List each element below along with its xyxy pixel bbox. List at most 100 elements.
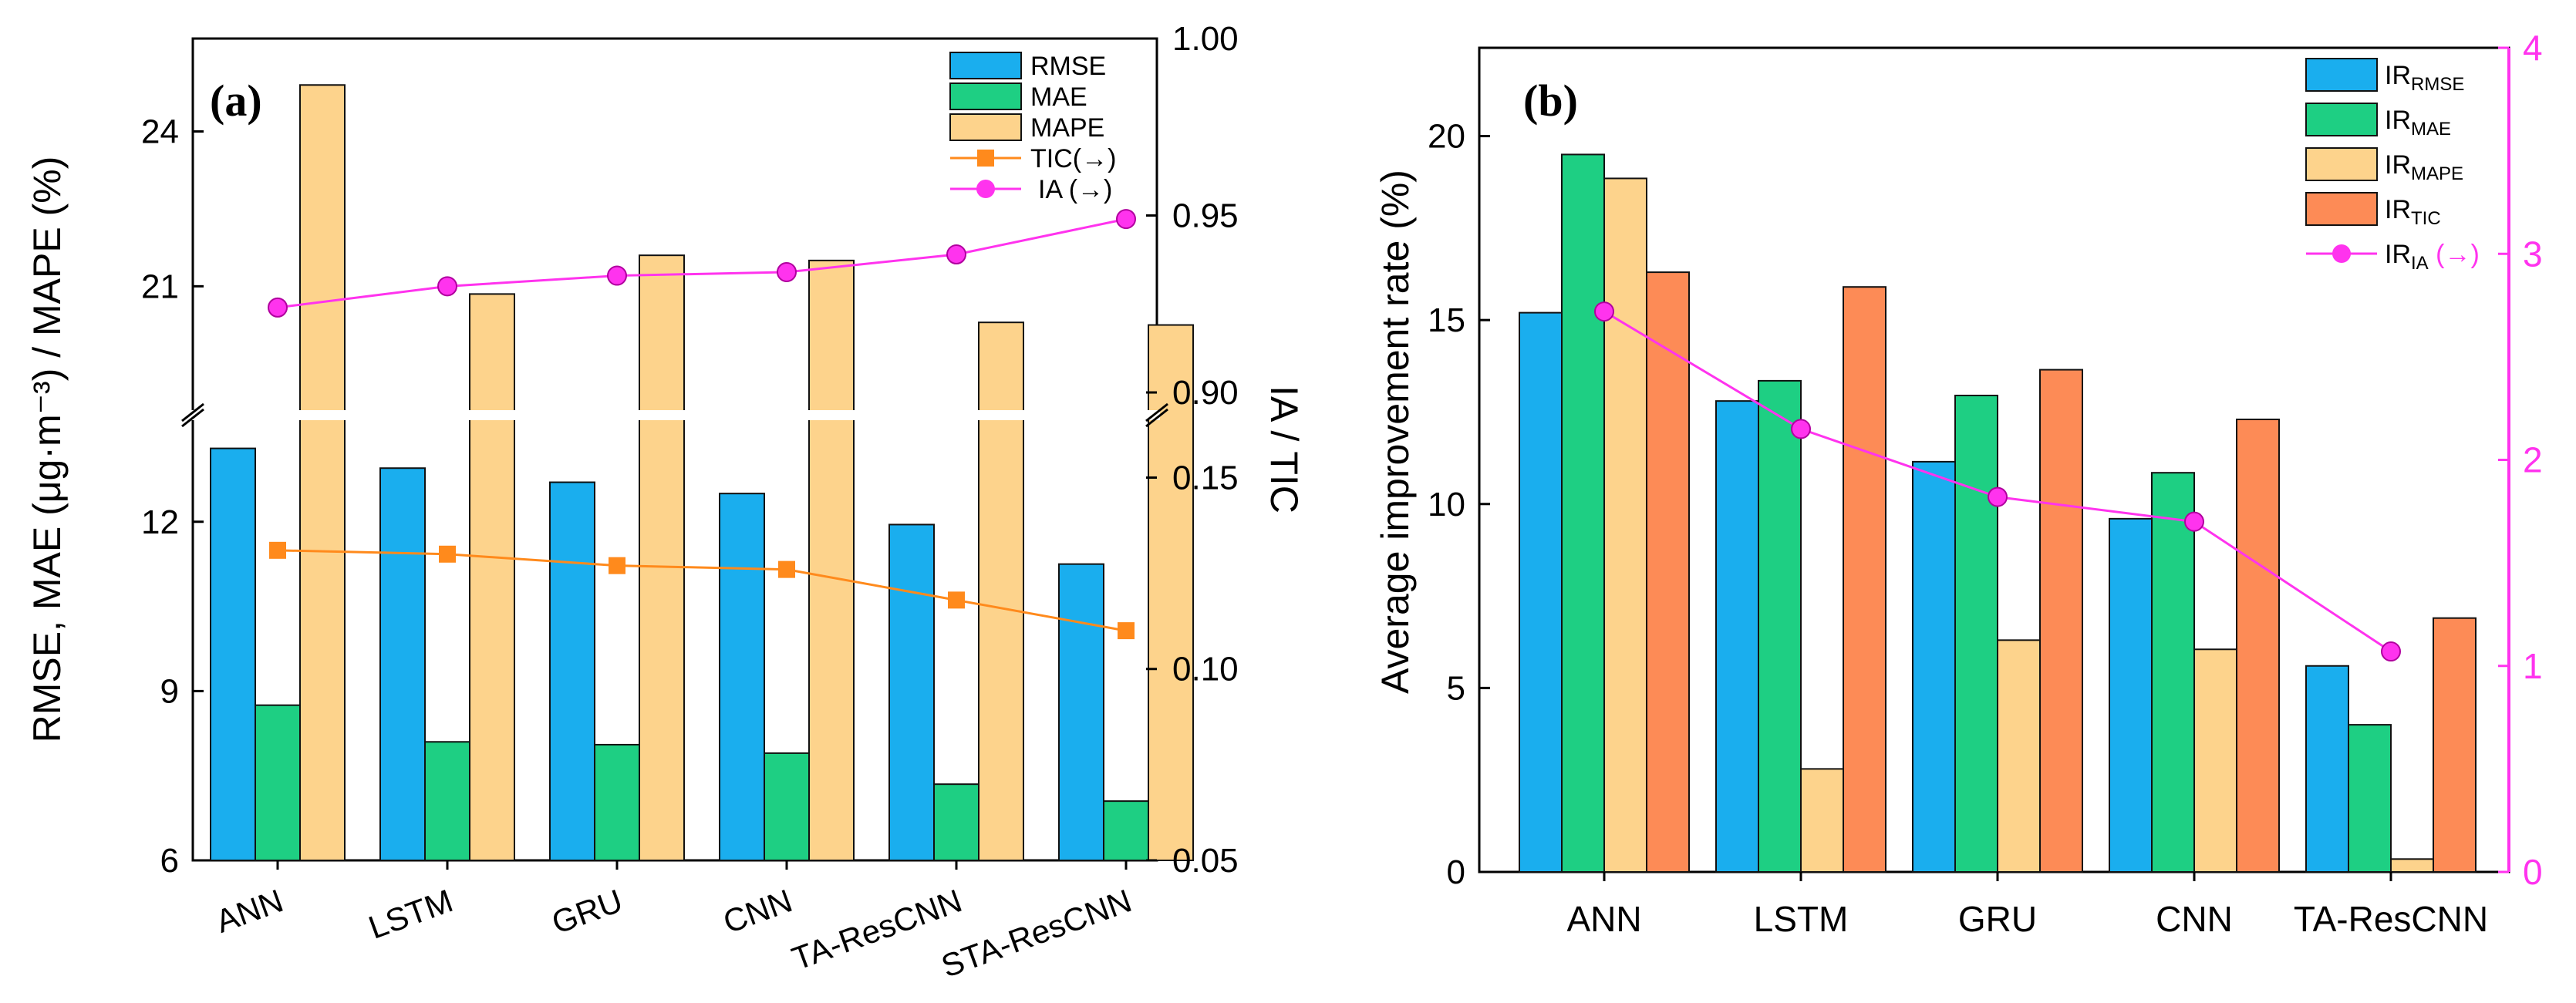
bar-b-ir-mape-gru	[1997, 639, 2041, 873]
bar-a-mae-gru	[594, 743, 640, 862]
y-tick-label-b-left-20: 20	[1428, 118, 1465, 156]
axis-break-mark-right-upper	[1145, 402, 1168, 422]
bar-a-mape-sta-rescnn	[1148, 324, 1194, 861]
y-tick-label-a-right-0-15: 0.15	[1172, 459, 1239, 496]
bar-a-mape-lstm	[469, 293, 515, 861]
panel-a-right-axis-label: IA / TIC	[1263, 385, 1306, 513]
marker-a-ia-lstm	[437, 276, 457, 297]
legend-label-b-ir-rmse: IRRMSE	[2385, 61, 2464, 95]
panel-a-label: (a)	[210, 76, 262, 126]
x-tick-label-b-cnn: CNN	[2156, 899, 2233, 939]
legend-marker-a-ia	[976, 180, 995, 198]
legend-label-b-ir-ia: IRIA (→)	[2385, 240, 2480, 274]
legend-label-b-ir-mae: IRMAE	[2385, 106, 2451, 140]
marker-b-ir-ia-gru	[1988, 486, 2008, 507]
legend-swatch-a-mape	[949, 113, 1022, 141]
y-tick-label-b-right-0: 0	[2523, 852, 2543, 892]
y-tick-label-b-right-3: 3	[2523, 234, 2543, 274]
bar-b-ir-tic-ta-rescnn	[2433, 617, 2477, 873]
legend-swatch-b-ir-tic	[2305, 192, 2378, 226]
panel-b: (b) Average improvement rate (%) ANN LSTM…	[1374, 28, 2543, 939]
legend-label-b-ir-tic: IRTIC	[2385, 195, 2441, 229]
bar-b-ir-rmse-cnn	[2109, 517, 2153, 873]
bar-b-ir-mae-ann	[1561, 153, 1605, 873]
marker-b-ir-ia-cnn	[2184, 511, 2204, 532]
x-tick-label-a-ta-rescnn: TA-ResCNN	[787, 882, 966, 977]
legend-marker-b-ir-ia	[2332, 244, 2351, 263]
y-tick-label-b-right-4: 4	[2523, 28, 2543, 68]
y-tick-label-b-right-1: 1	[2523, 646, 2543, 686]
bar-a-rmse-ann	[210, 447, 256, 861]
marker-a-tic-sta-rescnn	[1118, 622, 1135, 640]
x-tick-label-b-lstm: LSTM	[1754, 899, 1849, 939]
panel-b-left-axis-label: Average improvement rate (%)	[1374, 170, 1417, 694]
bar-a-mae-ta-rescnn	[933, 783, 979, 862]
y-tick-label-a-left-9: 9	[160, 672, 179, 710]
marker-b-ir-ia-ta-rescnn	[2381, 641, 2401, 662]
legend-label-a-rmse: RMSE	[1030, 52, 1106, 81]
bar-a-mape-cnn	[808, 259, 855, 862]
legend-swatch-b-ir-mae	[2305, 103, 2378, 136]
y-tick-label-b-left-15: 15	[1428, 301, 1465, 339]
series-line-a-ia	[277, 217, 1127, 309]
legend-swatch-a-rmse	[949, 52, 1022, 79]
bar-b-ir-mae-lstm	[1758, 379, 1802, 873]
marker-a-ia-gru	[607, 265, 627, 286]
bar-a-rmse-sta-rescnn	[1058, 563, 1104, 862]
bar-a-mape-gru	[639, 254, 685, 861]
bar-a-mae-cnn	[764, 752, 810, 862]
marker-a-ia-ta-rescnn	[946, 244, 966, 265]
marker-a-tic-ann	[269, 541, 286, 559]
bar-a-rmse-lstm	[379, 467, 426, 861]
x-tick-label-b-ann: ANN	[1566, 899, 1641, 939]
legend-label-a-tic: TIC(→)	[1030, 144, 1116, 173]
bar-a-mape-ann	[299, 84, 346, 861]
bar-a-mae-lstm	[424, 741, 470, 861]
legend-swatch-a-mae	[949, 82, 1022, 110]
bar-b-ir-mae-ta-rescnn	[2348, 724, 2392, 873]
bar-a-mae-ann	[255, 704, 301, 862]
bar-a-rmse-gru	[549, 481, 595, 861]
bar-a-mape-ta-rescnn	[978, 321, 1024, 861]
y-tick-label-a-right-0-05: 0.05	[1172, 842, 1239, 880]
marker-a-tic-gru	[609, 557, 625, 574]
y-tick-label-b-right-2: 2	[2523, 440, 2543, 480]
axis-break-mark-left-lower	[181, 408, 204, 428]
y-tick-label-a-left-24: 24	[141, 113, 179, 151]
y-tick-label-a-right-0-10: 0.10	[1172, 651, 1239, 688]
marker-a-tic-ta-rescnn	[948, 591, 965, 609]
bar-b-ir-tic-gru	[2039, 369, 2083, 873]
x-tick-label-a-lstm: LSTM	[364, 882, 457, 945]
bar-b-ir-tic-lstm	[1843, 286, 1886, 873]
marker-b-ir-ia-ann	[1594, 301, 1614, 322]
bar-b-ir-rmse-lstm	[1715, 400, 1759, 873]
legend-label-a-ia: IA (→)	[1038, 175, 1112, 204]
x-tick-label-a-gru: GRU	[547, 882, 627, 941]
bar-a-mae-sta-rescnn	[1103, 800, 1149, 862]
x-tick-label-a-cnn: CNN	[718, 882, 797, 940]
bar-a-rmse-cnn	[719, 493, 765, 862]
legend-swatch-b-ir-rmse	[2305, 58, 2378, 92]
legend-label-b-ir-mape: IRMAPE	[2385, 150, 2463, 184]
marker-a-tic-lstm	[439, 545, 456, 563]
panel-a: (a) RMSE, MAE (μg·m⁻³) / MAPE (%) IA / T…	[25, 20, 1306, 984]
y-tick-label-b-left-10: 10	[1428, 486, 1465, 523]
y-tick-label-a-left-6: 6	[160, 842, 179, 880]
y-tick-label-b-left-5: 5	[1447, 669, 1465, 707]
x-tick-label-b-ta-rescnn: TA-ResCNN	[2294, 899, 2488, 939]
bar-b-ir-rmse-gru	[1912, 460, 1956, 873]
x-tick-label-a-sta-rescnn: STA-ResCNN	[936, 882, 1136, 984]
axis-break-mark-right-lower	[1145, 408, 1168, 428]
bar-a-rmse-ta-rescnn	[888, 523, 935, 862]
axis-break-mark-left-upper	[181, 402, 204, 422]
axis-break-band-a	[190, 410, 1160, 420]
y-tick-label-a-left-12: 12	[141, 503, 179, 541]
marker-b-ir-ia-lstm	[1791, 419, 1811, 439]
y-tick-label-a-left-21: 21	[141, 268, 179, 305]
y-tick-label-a-right-0-95: 0.95	[1172, 197, 1239, 235]
bar-b-ir-tic-ann	[1646, 271, 1690, 873]
marker-a-tic-cnn	[778, 560, 795, 578]
bar-b-ir-mape-ann	[1603, 177, 1647, 873]
